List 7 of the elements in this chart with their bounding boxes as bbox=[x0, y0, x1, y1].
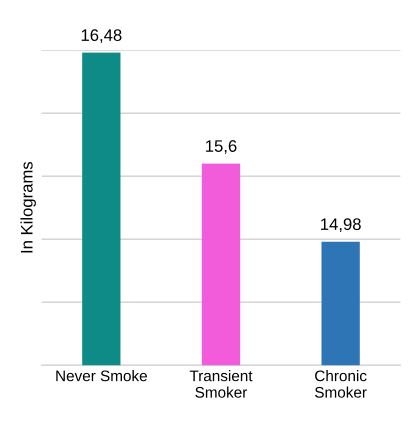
data-label: 14,98 bbox=[321, 218, 361, 232]
x-tick-label: Transient Smoker bbox=[190, 370, 252, 398]
data-label: 15,6 bbox=[206, 140, 236, 154]
x-tick-label: Chronic Smoker bbox=[315, 370, 367, 398]
x-tick-label: Never Smoke bbox=[56, 370, 147, 382]
data-label: 16,48 bbox=[82, 29, 122, 44]
y-axis-title: In Kilograms bbox=[20, 162, 36, 252]
